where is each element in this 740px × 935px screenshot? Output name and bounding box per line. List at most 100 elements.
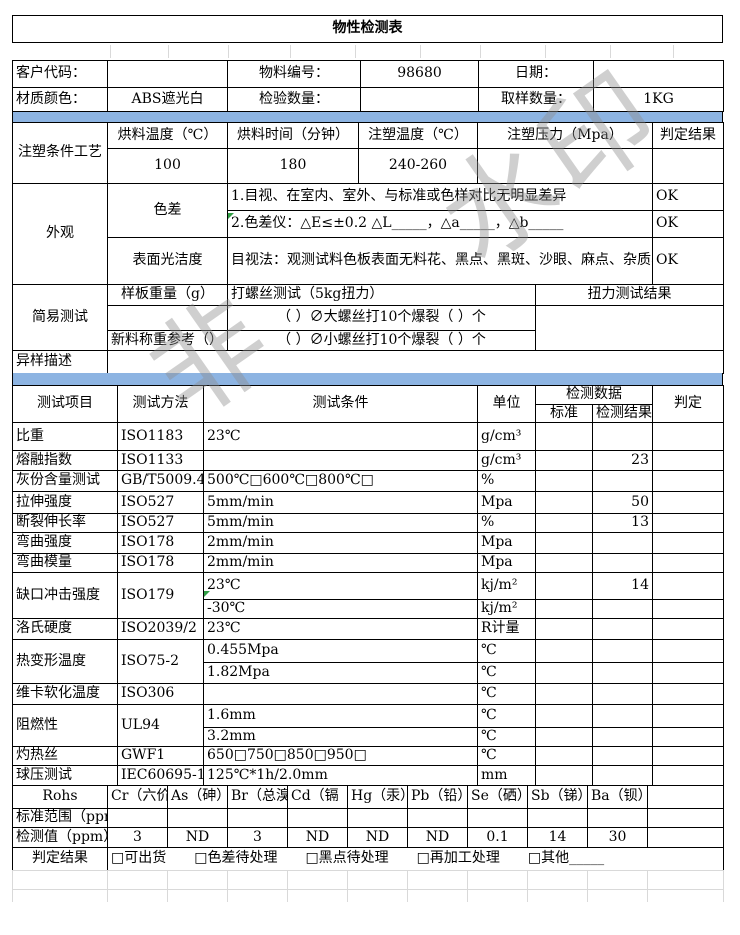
test-condition-cell: 0.455Mpa — [203, 639, 478, 663]
screw-test-label: 打螺丝测试（5kg扭力） — [227, 284, 536, 306]
sample-weight-value — [107, 305, 228, 331]
rohs-col-header: Ba（钡） — [587, 785, 648, 809]
date-label: 日期： — [478, 60, 594, 88]
result-cell — [592, 704, 653, 728]
rohs-standard-value — [467, 808, 528, 828]
test-condition-cell: 125℃*1h/2.0mm — [203, 765, 478, 786]
judge-cell — [652, 532, 724, 554]
rohs-standard-value — [287, 808, 348, 828]
unit-cell: g/cm³ — [477, 422, 536, 451]
test-condition-cell: 5mm/min — [203, 491, 478, 514]
rohs-detect-value: 3 — [107, 827, 168, 848]
rohs-col-header: As（砷） — [167, 785, 228, 809]
new-material-ref-label: 新料称重参考（） — [107, 330, 228, 351]
test-condition-cell: 5mm/min — [203, 513, 478, 533]
test-condition-cell: 2mm/min — [203, 532, 478, 554]
cell-corner-marker-icon — [228, 213, 234, 219]
standard-cell — [535, 513, 593, 533]
injection-section-label: 注塑条件工艺 — [12, 122, 108, 184]
page-title: 物性检测表 — [12, 15, 723, 43]
unit-cell: ℃ — [477, 746, 536, 766]
test-item-cell: 灼热丝 — [12, 746, 118, 766]
test-method-cell: ISO75-2 — [117, 639, 204, 684]
rohs-table: Rohs Cr（六价铬） As（砷） Br（总溴） Cd（镉（ppm） Hg（汞… — [12, 785, 724, 848]
visual-check-result: OK — [652, 183, 724, 211]
header-test-method: 测试方法 — [117, 385, 204, 423]
judge-cell — [652, 704, 724, 728]
visual-check-text: 1.目视、在室内、室外、与标准或色样对比无明显差异 — [227, 183, 653, 211]
unit-cell: kj/m² — [477, 599, 536, 619]
test-method-cell: IEC60695-10-2 — [117, 765, 204, 786]
judge-cell — [652, 491, 724, 514]
surface-finish-text: 目视法：观测试料色板表面无料花、黑点、黑斑、沙眼、麻点、杂质、有无光泽。 — [227, 237, 653, 285]
result-cell — [592, 727, 653, 747]
rohs-standard-value — [227, 808, 288, 828]
test-method-cell: ISO1133 — [117, 450, 204, 471]
rohs-standard-value-empty — [647, 808, 724, 828]
judge-result-header: 判定结果 — [652, 122, 724, 149]
result-cell — [592, 746, 653, 766]
rohs-detect-value: ND — [167, 827, 228, 848]
unit-cell: % — [477, 470, 536, 492]
test-method-cell: ISO1183 — [117, 422, 204, 451]
injection-pressure-value — [477, 148, 653, 184]
test-condition-cell: 23℃ — [203, 572, 478, 600]
rohs-col-header: Pb（铅） — [407, 785, 468, 809]
judge-cell — [652, 513, 724, 533]
standard-cell — [535, 727, 593, 747]
torque-result-value — [535, 305, 724, 351]
standard-cell — [535, 746, 593, 766]
unit-cell: Mpa — [477, 532, 536, 554]
customer-code-value — [107, 60, 228, 88]
header-standard: 标准 — [535, 403, 593, 423]
test-condition-cell: 650□750□850□950□ — [203, 746, 478, 766]
drying-time-header: 烘料时间（分钟） — [227, 122, 359, 149]
small-screw-test-text: （ ）∅小螺丝打10个爆裂（ ）个 — [227, 330, 536, 351]
material-color-value: ABS遮光白 — [107, 87, 228, 112]
test-condition-cell: 500℃□600℃□800℃□ — [203, 470, 478, 492]
result-cell — [592, 470, 653, 492]
unit-cell: ℃ — [477, 662, 536, 684]
standard-cell — [535, 765, 593, 786]
cell-corner-marker-icon — [204, 591, 210, 597]
judge-cell — [652, 450, 724, 471]
test-condition-cell — [203, 683, 478, 705]
result-cell: 23 — [592, 450, 653, 471]
test-condition-cell: 3.2mm — [203, 727, 478, 747]
test-item-cell: 比重 — [12, 422, 118, 451]
judge-cell — [652, 662, 724, 684]
simple-test-section-label: 简易测试 — [12, 284, 108, 351]
rohs-standard-label: 标准范围（ppm） — [12, 808, 108, 828]
trailing-grid — [12, 870, 724, 902]
standard-cell — [535, 572, 593, 600]
material-no-label: 物料编号： — [227, 60, 361, 88]
rohs-detect-value-empty — [647, 827, 724, 848]
unit-cell: ℃ — [477, 704, 536, 728]
verdict-table: 判定结果 □可出货 □色差待处理 □黑点待处理 □再加工处理 □其他_____ — [12, 847, 724, 871]
test-method-cell: UL94 — [117, 704, 204, 747]
judge-cell — [652, 765, 724, 786]
material-no-value: 98680 — [360, 60, 479, 88]
appearance-section-label: 外观 — [12, 183, 108, 285]
test-condition-cell — [203, 450, 478, 471]
result-cell — [592, 765, 653, 786]
result-cell — [592, 553, 653, 573]
judge-cell — [652, 727, 724, 747]
sample-qty-label: 取样数量： — [478, 87, 594, 112]
test-item-cell: 洛氏硬度 — [12, 618, 118, 640]
unit-cell: kj/m² — [477, 572, 536, 600]
standard-cell — [535, 422, 593, 451]
abnormal-value — [107, 350, 724, 374]
unit-cell: ℃ — [477, 683, 536, 705]
injection-pressure-header: 注塑压力（Mpa） — [477, 122, 653, 149]
date-value — [593, 60, 724, 88]
rohs-detect-label: 检测值（ppm） — [12, 827, 108, 848]
rohs-col-header: Br（总溴） — [227, 785, 288, 809]
test-method-cell: ISO527 — [117, 491, 204, 514]
header-test-item: 测试项目 — [12, 385, 118, 423]
test-method-cell: GB/T5009.4 — [117, 470, 204, 492]
test-condition-cell: 1.82Mpa — [203, 662, 478, 684]
result-cell: 13 — [592, 513, 653, 533]
test-method-cell: ISO306 — [117, 683, 204, 705]
rohs-standard-value — [167, 808, 228, 828]
